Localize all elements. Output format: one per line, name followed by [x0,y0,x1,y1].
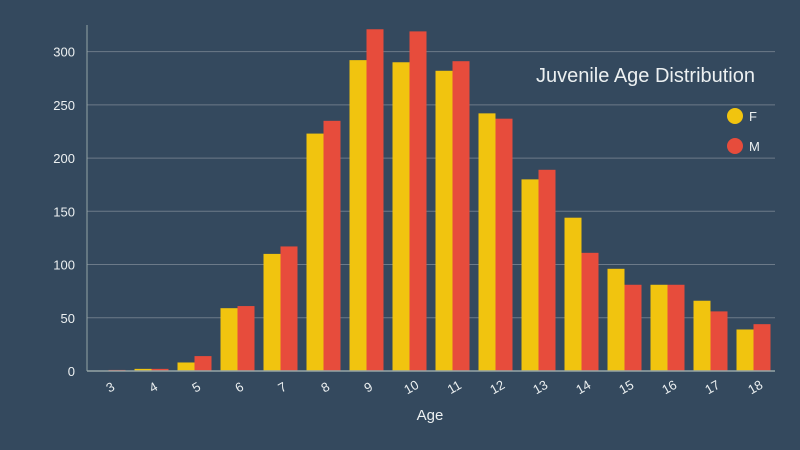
bar-m-age-4 [151,368,169,371]
bar-m-age-6 [237,306,255,371]
y-tick-label: 0 [68,364,75,379]
bar-f-age-12 [478,113,496,372]
legend: FM [727,108,760,154]
y-tick-label: 200 [53,151,75,166]
bar-f-age-15 [607,268,625,371]
x-tick-label: 9 [361,379,375,396]
bar-m-age-8 [323,120,341,371]
bar-f-age-4 [134,368,152,371]
bar-m-age-7 [280,246,298,371]
legend-label-m: M [749,139,760,154]
x-tick-label: 12 [487,377,507,397]
bar-m-age-9 [366,29,384,372]
x-tick-label: 8 [318,379,332,396]
y-tick-label: 50 [61,311,75,326]
bar-f-age-7 [263,253,281,371]
y-tick-label: 150 [53,204,75,219]
x-tick-label: 13 [530,377,550,397]
bar-f-age-18 [736,329,754,371]
bar-m-age-17 [710,311,728,371]
bar-f-age-6 [220,308,238,371]
legend-swatch-f [727,108,743,124]
y-tick-label: 100 [53,258,75,273]
chart-title: Juvenile Age Distribution [536,65,755,87]
bar-m-age-16 [667,284,685,371]
legend-label-f: F [749,109,757,124]
x-tick-label: 17 [702,377,722,397]
x-tick-label: 11 [445,377,464,397]
y-tick-label: 300 [53,45,75,60]
x-tick-label: 14 [573,377,593,397]
gridlines [87,51,775,319]
bar-m-age-15 [624,284,642,371]
bar-m-age-13 [538,169,556,371]
axes [86,25,775,372]
bar-f-age-8 [306,133,324,371]
bar-f-age-9 [349,60,367,371]
x-tick-label: 10 [401,377,421,397]
bar-m-age-11 [452,61,470,371]
bar-m-age-12 [495,118,513,371]
x-tick-label: 5 [189,379,203,396]
bar-f-age-11 [435,70,453,371]
bar-m-age-5 [194,356,212,371]
bar-f-age-14 [564,217,582,371]
bar-m-age-14 [581,252,599,371]
bar-f-age-16 [650,284,668,371]
bar-f-age-10 [392,62,410,372]
x-tick-label: 3 [103,379,117,396]
y-tick-labels: 0 50 100 150 200 250 300 [53,45,75,379]
x-tick-label: 15 [616,377,636,397]
x-axis-title: Age [417,407,444,424]
x-tick-label: 7 [275,379,289,396]
bar-m-age-10 [409,31,427,371]
x-tick-label: 18 [745,377,765,397]
bar-f-age-5 [177,362,195,371]
y-tick-label: 250 [53,98,75,113]
bar-f-age-17 [693,300,711,371]
x-tick-label: 4 [146,379,160,396]
x-tick-label: 6 [232,379,246,396]
bar-m-age-18 [753,324,771,371]
x-tick-label: 16 [659,377,679,397]
x-tick-labels: 3 4 5 6 7 8 9 10 11 12 13 14 15 16 17 18 [103,377,765,397]
legend-swatch-m [727,138,743,154]
bar-f-age-13 [521,179,539,371]
bars [108,29,771,372]
